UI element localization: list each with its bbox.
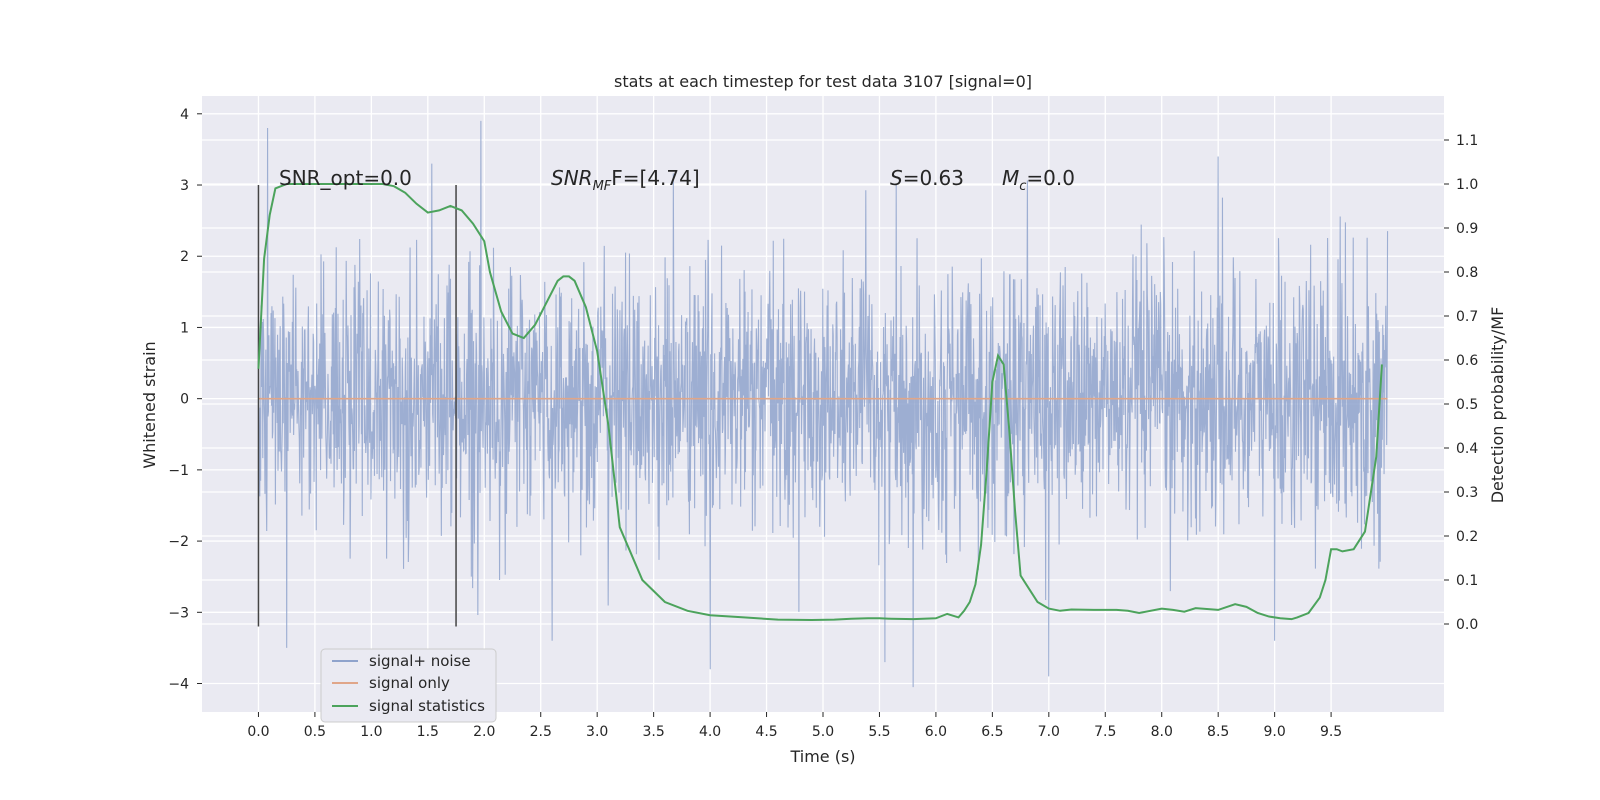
x-tick-label: 8.5 — [1207, 724, 1229, 740]
y-left-tick-label: −2 — [168, 534, 189, 550]
y-right-tick-label: 0.6 — [1456, 353, 1478, 369]
annotation-mc-symbol: M — [1002, 166, 1019, 190]
legend-label-signal-statistics: signal statistics — [369, 697, 485, 715]
y-left-tick-label: 3 — [180, 178, 189, 194]
annotation-snr-mf: SNRMFF=[4.74] — [551, 166, 700, 194]
x-tick-label: 7.0 — [1038, 724, 1060, 740]
noise-line — [257, 120, 1389, 688]
x-tick-label: 3.0 — [586, 724, 608, 740]
y-left-tick-label: −3 — [168, 605, 189, 621]
y-left-tick-label: −4 — [168, 677, 189, 693]
x-tick-label: 0.5 — [304, 724, 326, 740]
x-tick-label: 5.5 — [868, 724, 890, 740]
series-signal-statistics — [257, 183, 1383, 622]
x-axis-ticks: 0.0 0.5 1.0 1.5 2.0 2.5 3.0 3.5 4.0 4.5 5.0 5.5 6.0 6… — [247, 712, 1342, 740]
chart-title: stats at each timestep for test data 310… — [614, 72, 1032, 91]
legend-label-signal-plus-noise: signal+ noise — [369, 652, 471, 670]
x-tick-label: 4.0 — [699, 724, 721, 740]
annotation-mc-subscript: c — [1019, 179, 1026, 194]
x-tick-label: 4.5 — [755, 724, 777, 740]
annotation-snr-mf-symbol: SNR — [551, 166, 593, 190]
x-tick-label: 2.0 — [473, 724, 495, 740]
y-right-tick-label: 1.1 — [1456, 133, 1478, 149]
annotation-s-symbol: S — [890, 166, 903, 190]
y-right-tick-label: 0.3 — [1456, 485, 1478, 501]
y-axis-right-ticks: 1.1 1.0 0.9 0.8 0.7 0.6 0.5 0.4 0.3 0.2 0.1 0.0 — [1444, 133, 1478, 633]
annotation-s-value: =0.63 — [903, 166, 964, 190]
y-left-tick-label: 1 — [180, 320, 189, 336]
y-right-tick-label: 0.1 — [1456, 573, 1478, 589]
signal-statistics-line — [257, 183, 1383, 622]
x-tick-label: 1.0 — [360, 724, 382, 740]
legend-label-signal-only: signal only — [369, 674, 450, 692]
y-right-tick-label: 0.7 — [1456, 309, 1478, 325]
x-tick-label: 0.0 — [247, 724, 269, 740]
annotation-s: S=0.63 — [890, 166, 964, 190]
series-signal-plus-noise — [257, 120, 1389, 688]
x-tick-label: 6.0 — [925, 724, 947, 740]
annotation-snr-mf-value: F=[4.74] — [611, 166, 699, 190]
y-right-tick-label: 0.2 — [1456, 529, 1478, 545]
x-tick-label: 9.5 — [1320, 724, 1342, 740]
y-right-tick-label: 0.0 — [1456, 617, 1478, 633]
y-right-tick-label: 0.8 — [1456, 265, 1478, 281]
annotation-snr-opt: SNR_opt=0.0 — [279, 166, 412, 190]
y-left-tick-label: 4 — [180, 107, 189, 123]
annotation-snr-mf-subscript: MF — [593, 179, 612, 194]
legend: signal+ noise signal only signal statist… — [320, 648, 497, 723]
legend-box — [320, 648, 497, 723]
vertical-markers — [257, 185, 457, 627]
x-tick-label: 8.0 — [1151, 724, 1173, 740]
y-right-tick-label: 1.0 — [1456, 177, 1478, 193]
x-tick-label: 7.5 — [1094, 724, 1116, 740]
annotation-mc-value: =0.0 — [1026, 166, 1075, 190]
y-right-tick-label: 0.4 — [1456, 441, 1478, 457]
x-axis-label: Time (s) — [789, 747, 855, 766]
y-right-tick-label: 0.9 — [1456, 221, 1478, 237]
y-left-tick-label: 0 — [180, 392, 189, 408]
y-axis-left-ticks: 4 3 2 1 0 −1 −2 −3 −4 — [168, 107, 202, 693]
y-axis-left-label: Whitened strain — [140, 341, 159, 468]
x-tick-label: 6.5 — [981, 724, 1003, 740]
y-left-tick-label: 2 — [180, 249, 189, 265]
x-tick-label: 2.5 — [530, 724, 552, 740]
annotation-mc: Mc=0.0 — [1002, 166, 1075, 194]
x-tick-label: 1.5 — [417, 724, 439, 740]
x-tick-label: 3.5 — [643, 724, 665, 740]
y-right-tick-label: 0.5 — [1456, 397, 1478, 413]
y-axis-right-label: Detection probability/MF — [1488, 307, 1507, 504]
y-left-tick-label: −1 — [168, 463, 189, 479]
x-tick-label: 9.0 — [1264, 724, 1286, 740]
x-tick-label: 5.0 — [812, 724, 834, 740]
